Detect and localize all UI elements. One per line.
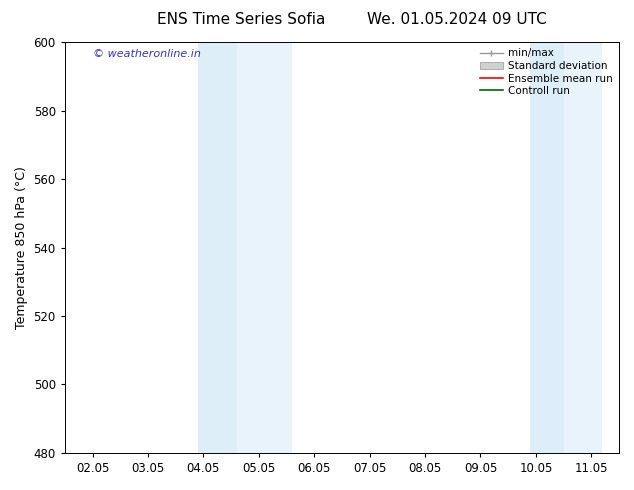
Bar <box>236 42 292 453</box>
Text: © weatheronline.in: © weatheronline.in <box>93 49 200 59</box>
Bar <box>564 42 602 453</box>
Bar <box>530 42 564 453</box>
Y-axis label: Temperature 850 hPa (°C): Temperature 850 hPa (°C) <box>15 166 28 329</box>
Legend: min/max, Standard deviation, Ensemble mean run, Controll run: min/max, Standard deviation, Ensemble me… <box>477 45 616 99</box>
Text: ENS Time Series Sofia: ENS Time Series Sofia <box>157 12 325 27</box>
Text: We. 01.05.2024 09 UTC: We. 01.05.2024 09 UTC <box>366 12 547 27</box>
Bar <box>198 42 236 453</box>
